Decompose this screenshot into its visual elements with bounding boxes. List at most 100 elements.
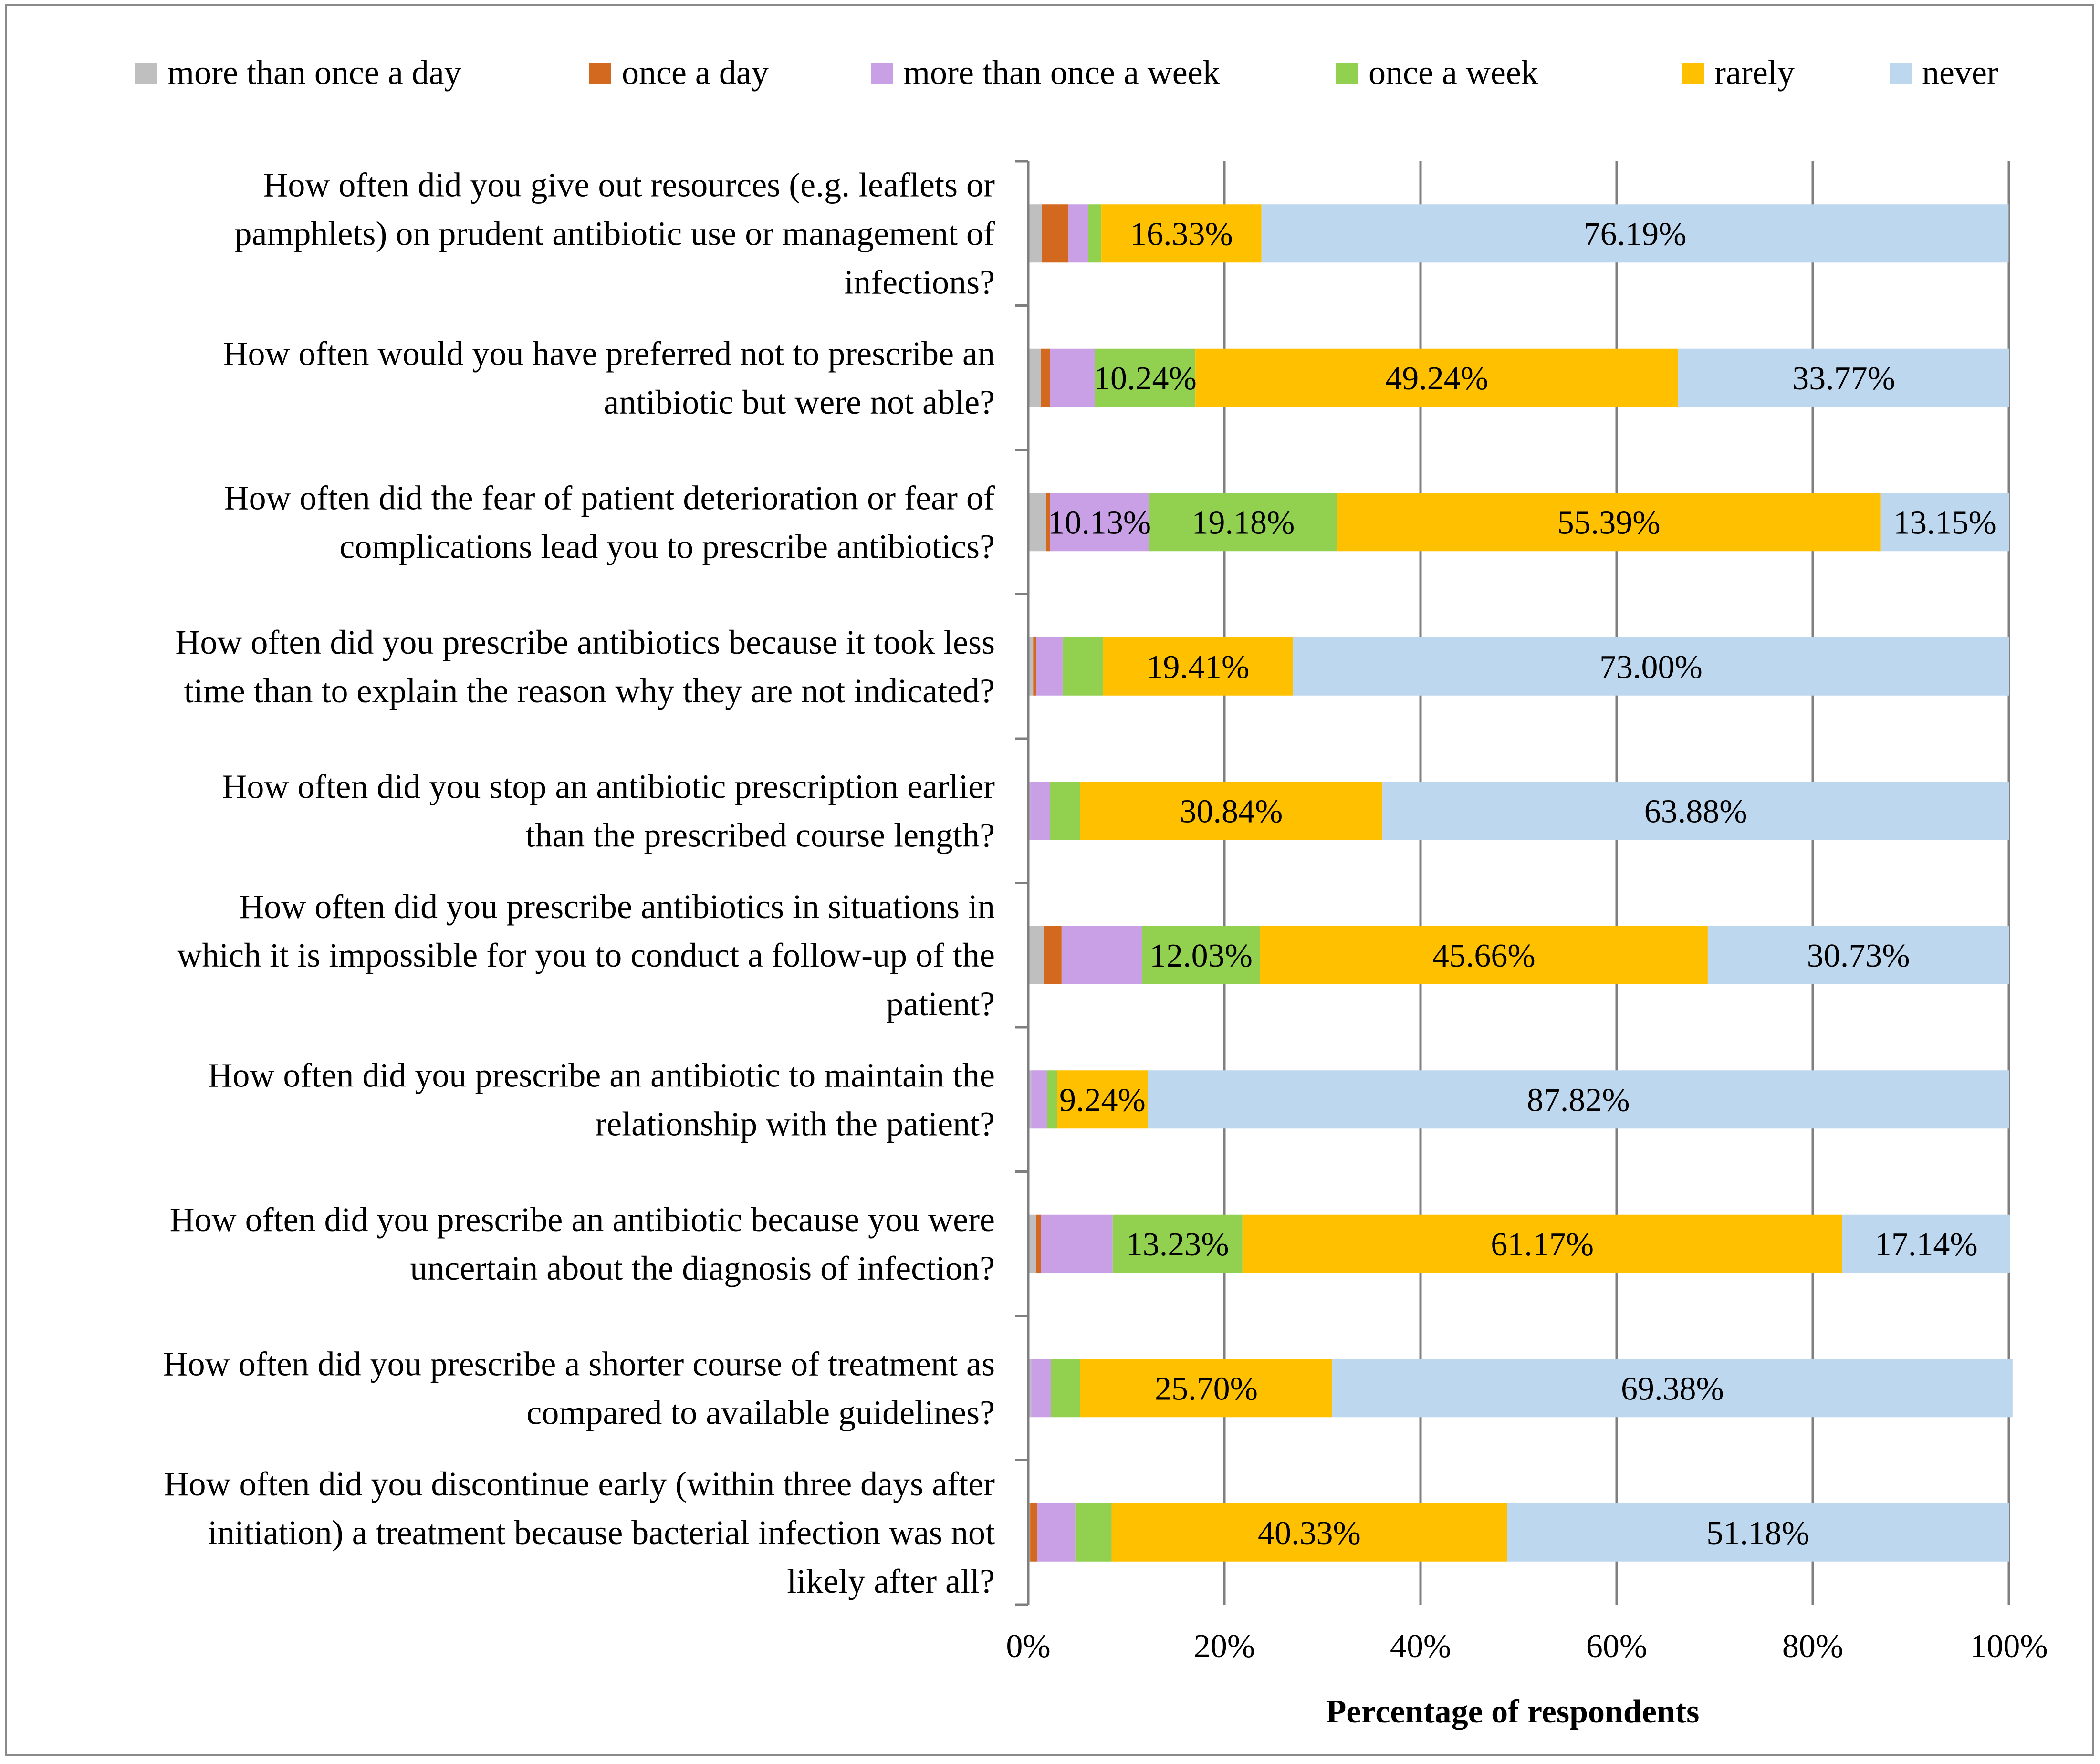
bar-segment (1260, 926, 1708, 984)
data-label: 10.13% (1048, 504, 1151, 541)
question-label: infections? (844, 263, 995, 301)
bar-segment (1261, 204, 2009, 263)
legend-swatch (1890, 63, 1912, 84)
question-label: relationship with the patient? (595, 1105, 995, 1143)
question-label: patient? (886, 985, 995, 1023)
question-label: How often did you stop an antibiotic pre… (222, 767, 995, 805)
data-label: 13.15% (1893, 504, 1996, 541)
question-label: How often did you prescribe an antibioti… (170, 1200, 995, 1239)
bar-segment (1042, 204, 1069, 263)
x-axis-title: Percentage of respondents (1326, 1693, 1700, 1730)
bar-segment (1036, 1214, 1041, 1273)
bar-segment (1332, 1359, 2013, 1418)
stacked-bar-chart: 16.33% 76.19% 10.24% 49.24% 33.77% 10.13% 19.1… (135, 53, 2048, 1730)
bar-segment (1028, 637, 1034, 696)
data-label: 25.70% (1155, 1370, 1258, 1407)
data-label: 49.24% (1385, 360, 1488, 397)
bar-segment (1195, 348, 1679, 407)
data-label: 13.23% (1126, 1226, 1229, 1263)
bar-segment (1036, 637, 1063, 696)
data-label: 87.82% (1527, 1082, 1630, 1118)
bar-segment (1062, 637, 1103, 696)
question-labels: How often did you give out resources (e.… (163, 166, 995, 1600)
data-label: 9.24% (1059, 1082, 1146, 1118)
bar-segment (1148, 1070, 2009, 1129)
x-tick-label: 40% (1390, 1628, 1451, 1665)
legend-swatch (1682, 63, 1704, 84)
data-label: 73.00% (1599, 649, 1703, 686)
chart-frame: 16.33% 76.19% 10.24% 49.24% 33.77% 10.13% 19.1… (5, 4, 2094, 1756)
bar-segment (1382, 782, 2009, 840)
question-label: How often did you prescribe a shorter co… (163, 1345, 995, 1383)
data-label: 19.41% (1147, 649, 1250, 686)
bar-segment (1050, 493, 1149, 552)
question-label: How often would you have preferred not t… (223, 334, 995, 373)
data-label: 33.77% (1792, 360, 1895, 397)
bar-segment (1031, 1359, 1051, 1418)
question-label: which it is impossible for you to conduc… (177, 936, 995, 974)
data-label: 40.33% (1258, 1515, 1361, 1552)
bar-segment (1102, 637, 1293, 696)
x-tick-label: 20% (1194, 1628, 1255, 1665)
question-label: How often did the fear of patient deteri… (224, 479, 995, 517)
bar-segment (1057, 1070, 1148, 1129)
bar-segments (1028, 204, 2013, 1562)
data-label: 30.84% (1180, 793, 1283, 830)
question-label: How often did you discontinue early (wit… (164, 1465, 995, 1503)
bar-segment (1707, 926, 2009, 984)
bar-segment (1842, 1214, 2010, 1273)
bar-segment (1080, 782, 1383, 840)
bar-segment (1050, 348, 1095, 407)
data-label: 69.38% (1621, 1370, 1724, 1407)
bar-segment (1041, 1214, 1113, 1273)
legend-label: more than once a week (903, 53, 1220, 92)
data-label: 51.18% (1706, 1515, 1809, 1552)
data-label: 63.88% (1644, 793, 1747, 830)
bar-segment (1028, 1359, 1032, 1418)
question-label: than the prescribed course length? (525, 816, 995, 854)
bar-segment (1111, 1503, 1507, 1562)
data-labels: 16.33% 76.19% 10.24% 49.24% 33.77% 10.13% 19.1… (1048, 216, 1996, 1552)
legend-label: never (1922, 53, 1998, 92)
bar-segment (1068, 204, 1088, 263)
question-label: pamphlets) on prudent antibiotic use or … (234, 214, 995, 252)
question-label: antibiotic but were not able? (604, 383, 995, 421)
bar-segment (1051, 1359, 1080, 1418)
bar-segment (1101, 204, 1262, 263)
bar-segment (1047, 1070, 1057, 1129)
bar-segment (1050, 782, 1080, 840)
data-label: 76.19% (1584, 216, 1687, 252)
data-label: 17.14% (1875, 1226, 1978, 1263)
legend: more than once a day once a day more than … (135, 53, 1998, 92)
bar-segment (1075, 1503, 1112, 1562)
question-label: How often did you prescribe antibiotics … (239, 887, 995, 926)
bar-segment (1028, 1214, 1036, 1273)
bar-segment (1149, 493, 1337, 552)
legend-label: more than once a day (167, 53, 461, 92)
x-axis: 0% 20% 40% 60% 80% 100% (1006, 160, 2048, 1665)
question-label: How often did you prescribe antibiotics … (175, 623, 995, 661)
bar-segment (1337, 493, 1881, 552)
data-label: 16.33% (1130, 216, 1233, 252)
x-tick-label: 60% (1586, 1628, 1647, 1665)
question-label: complications lead you to prescribe anti… (339, 527, 995, 565)
bar-segment (1028, 926, 1044, 984)
x-tick-label: 100% (1970, 1628, 2048, 1665)
legend-label: rarely (1714, 53, 1795, 92)
bar-segment (1088, 204, 1102, 263)
data-label: 10.24% (1094, 360, 1197, 397)
bar-segment (1293, 637, 2009, 696)
legend-swatch (589, 63, 611, 84)
bar-segment (1028, 204, 1042, 263)
bar-segment (1033, 637, 1036, 696)
bar-segment (1028, 1070, 1032, 1129)
question-label: How often did you prescribe an antibioti… (208, 1056, 995, 1094)
bar-segment (1678, 348, 2010, 407)
legend-label: once a week (1369, 53, 1538, 92)
data-label: 19.18% (1192, 504, 1295, 541)
bar-segment (1880, 493, 2010, 552)
legend-label: once a day (622, 53, 769, 92)
question-label: time than to explain the reason why they… (184, 672, 995, 710)
data-label: 55.39% (1557, 504, 1661, 541)
bar-segment (1028, 493, 1046, 552)
